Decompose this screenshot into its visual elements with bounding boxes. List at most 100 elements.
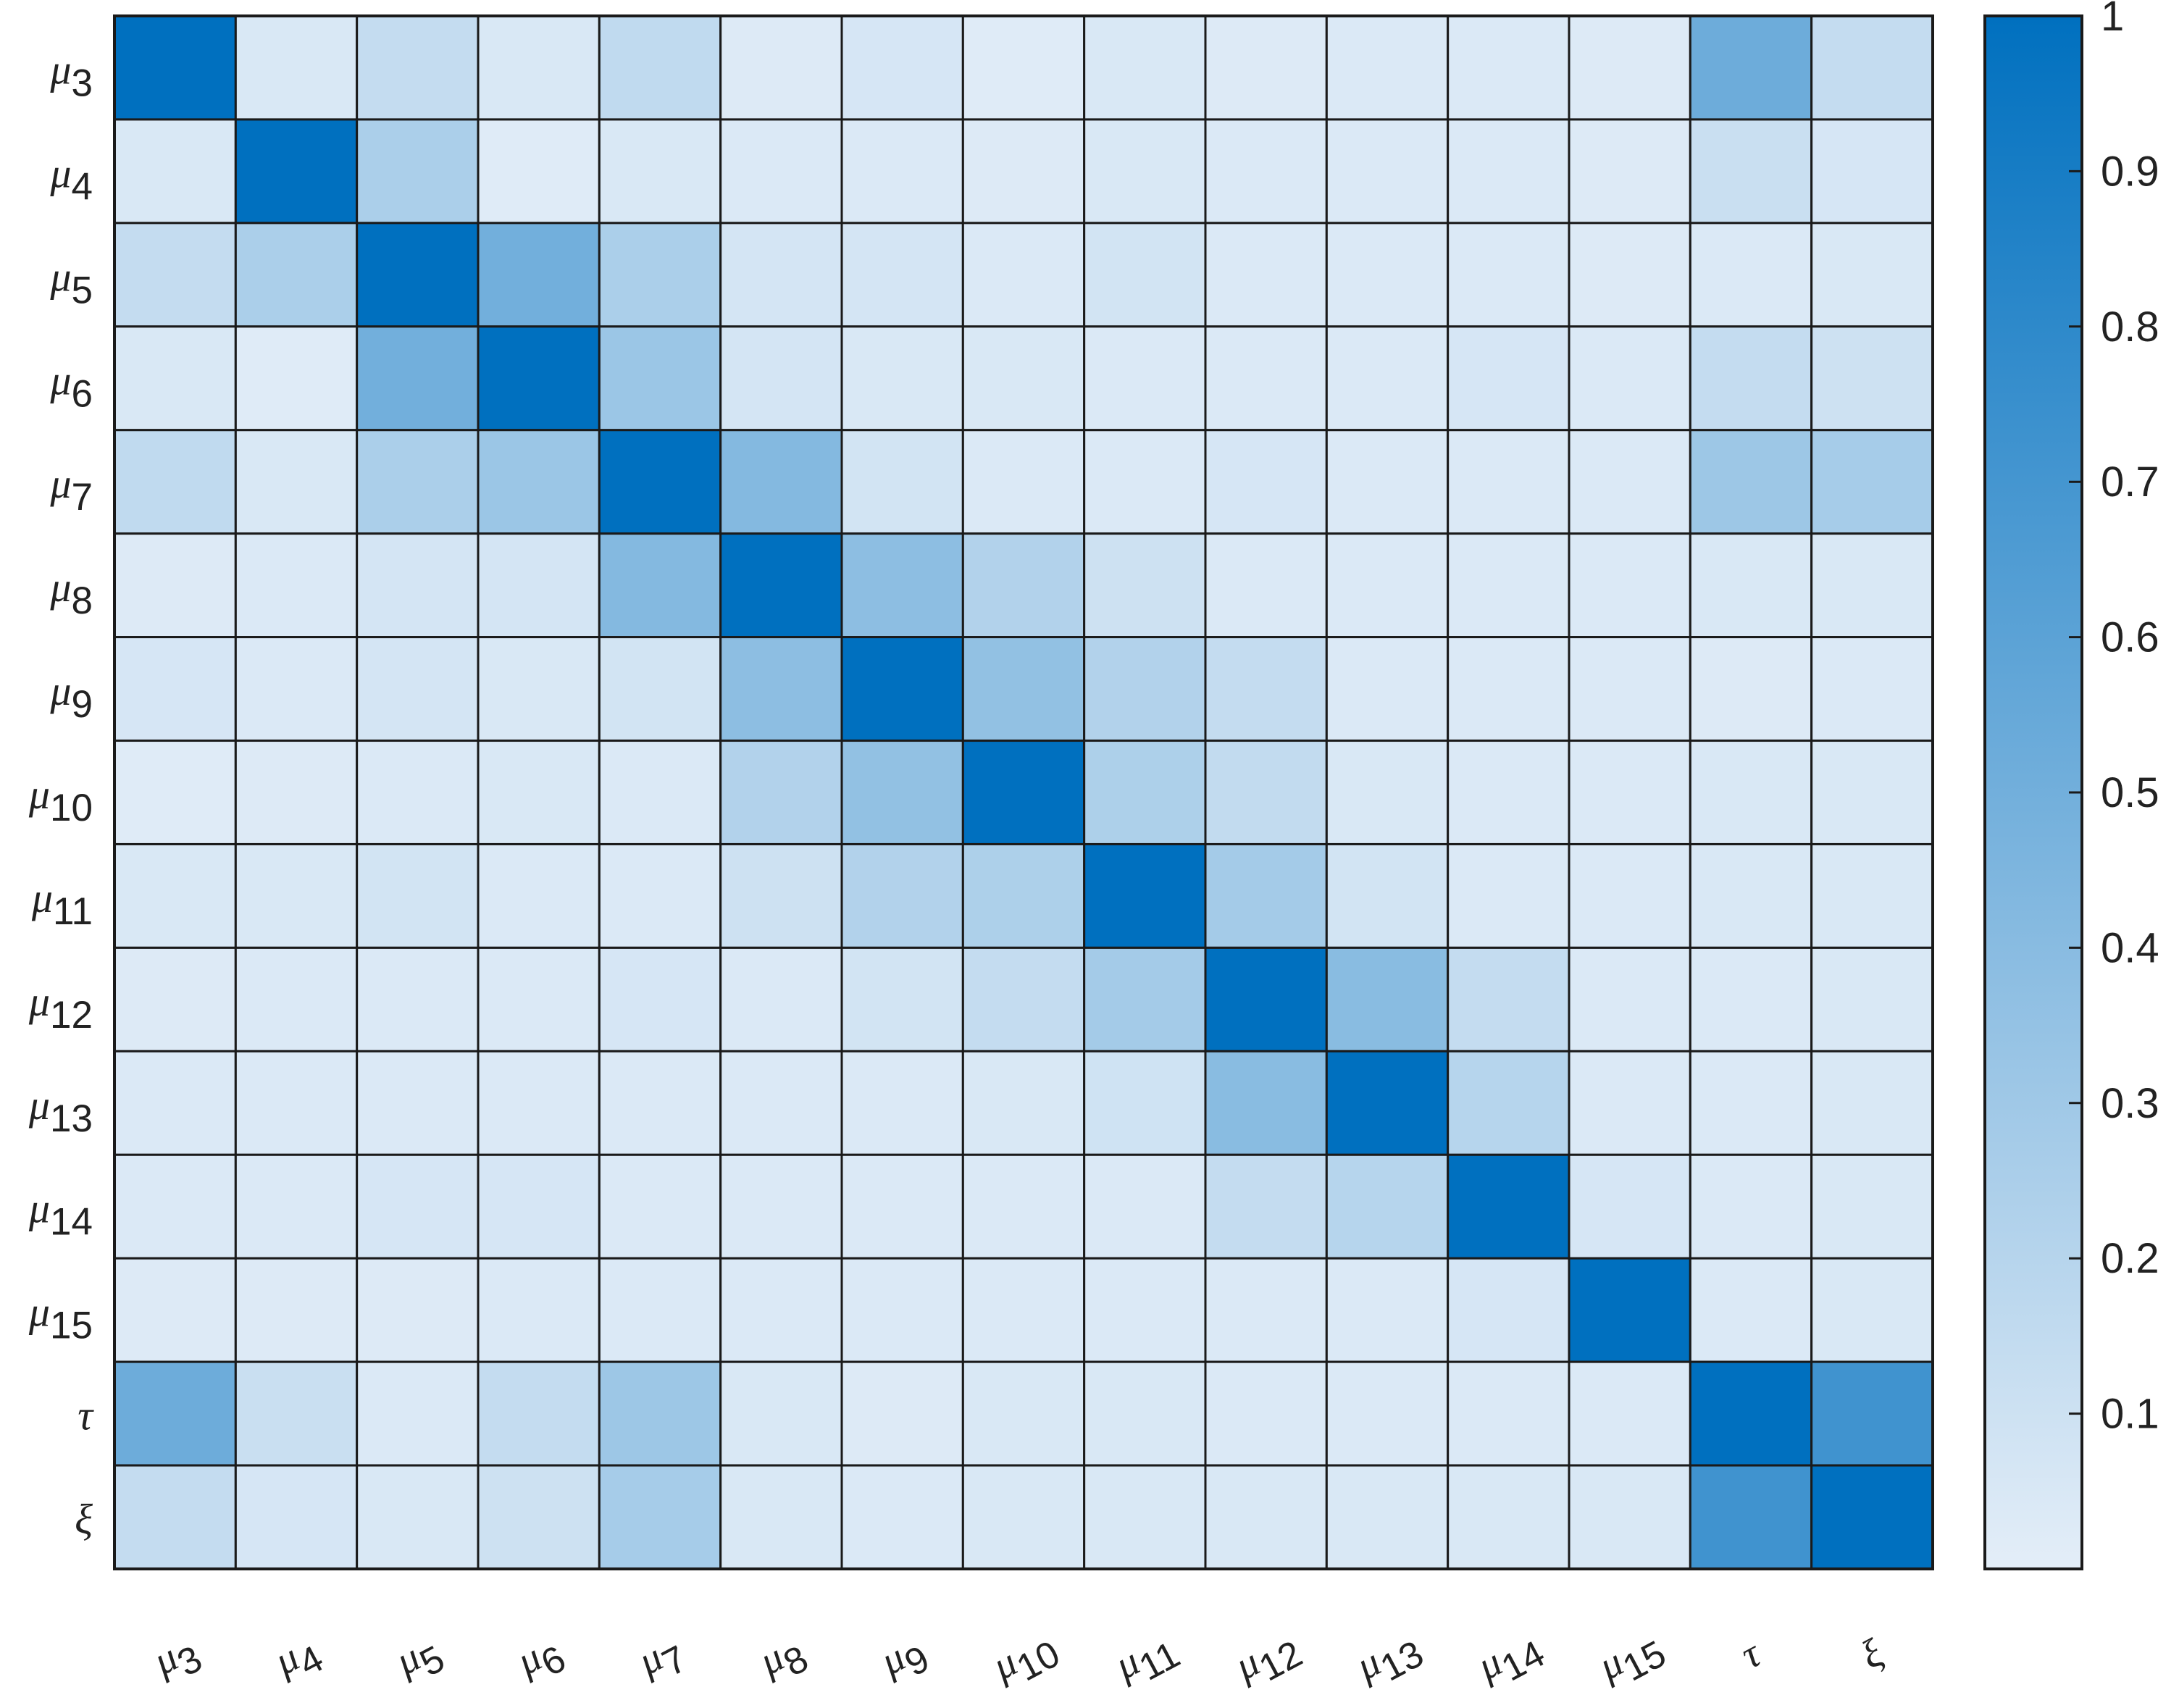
heatmap-cell (840, 1464, 964, 1570)
heatmap-cell (113, 429, 237, 535)
heatmap-cell (1204, 1050, 1328, 1156)
x-tick-text: μ14 (1470, 1620, 1552, 1699)
heatmap-cell (1204, 1153, 1328, 1260)
x-tick-label: μ12 (1227, 1633, 1309, 1689)
heatmap-cell (1568, 1464, 1691, 1570)
heatmap-cell (1447, 14, 1571, 121)
heatmap-cell (1810, 222, 1934, 328)
heatmap-cell (1568, 1153, 1691, 1260)
heatmap-cell (1689, 325, 1813, 432)
y-tick-text: μ3 (49, 46, 93, 104)
heatmap-cell (477, 222, 601, 328)
heatmap-cell (1568, 1257, 1691, 1363)
colorbar-tick: 0.6 (2069, 614, 2159, 661)
heatmap-cell (840, 14, 964, 121)
y-tick-label: μ12 (28, 978, 93, 1037)
heatmap-cell (1083, 325, 1207, 432)
heatmap-cell (598, 1464, 722, 1570)
heatmap-cell (1083, 14, 1207, 121)
heatmap-cell (840, 1050, 964, 1156)
heatmap-cell (1325, 532, 1450, 639)
heatmap-cell (1568, 118, 1691, 225)
heatmap-cell (840, 740, 964, 845)
heatmap-cell (356, 1360, 480, 1467)
heatmap-cell (840, 118, 964, 225)
heatmap-cell (719, 14, 843, 121)
heatmap-cell (1083, 532, 1207, 639)
y-tick-text: μ10 (28, 771, 93, 829)
heatmap-cell (1810, 118, 1934, 225)
heatmap-cell (840, 1153, 964, 1260)
heatmap-cell (1689, 14, 1813, 121)
heatmap-cell (477, 842, 601, 949)
heatmap-cell (1204, 222, 1328, 328)
x-tick-label: μ6 (509, 1635, 573, 1685)
heatmap-cell (1083, 740, 1207, 845)
heatmap-cell (1083, 1464, 1207, 1570)
heatmap-cell (1325, 1050, 1450, 1156)
y-tick-label: μ14 (28, 1185, 93, 1244)
heatmap-cell (719, 842, 843, 949)
heatmap-cell (1204, 1464, 1328, 1570)
heatmap-cell (598, 532, 722, 639)
y-tick-label: μ13 (28, 1081, 93, 1140)
heatmap-cell (1204, 118, 1328, 225)
heatmap-cell (1447, 532, 1571, 639)
x-tick-text: μ7 (630, 1625, 694, 1694)
heatmap-cell (1204, 1257, 1328, 1363)
heatmap-cell (234, 532, 359, 639)
x-tick-text: μ5 (388, 1625, 451, 1694)
heatmap-cell (1689, 1257, 1813, 1363)
colorbar-tick-label: 0.7 (2101, 459, 2159, 506)
heatmap-cell (477, 740, 601, 845)
heatmap-cell (1204, 946, 1328, 1052)
heatmap-cell (1810, 14, 1934, 121)
heatmap-cell (1325, 1360, 1450, 1467)
heatmap-cell (356, 842, 480, 949)
heatmap-cell (719, 946, 843, 1052)
heatmap-cell (1447, 1153, 1571, 1260)
heatmap-cell (356, 14, 480, 121)
heatmap-cell (1204, 1360, 1328, 1467)
heatmap-cell (356, 946, 480, 1052)
heatmap-cell (1810, 740, 1934, 845)
heatmap-cell (598, 1360, 722, 1467)
heatmap-cell (719, 118, 843, 225)
heatmap-cell (598, 740, 722, 845)
x-tick-label: μ10 (984, 1633, 1066, 1689)
heatmap-cell (840, 636, 964, 742)
heatmap-cell (1325, 222, 1450, 328)
heatmap-cell (1083, 1153, 1207, 1260)
y-axis-tick-labels: μ3 μ4 μ5 μ6 μ7 μ8 μ9 μ10 μ11 μ12 μ13 μ14 μ15 τ ξ (28, 46, 94, 1542)
heatmap-cell (1325, 14, 1450, 121)
heatmap-cell (477, 1257, 601, 1363)
x-tick-label: μ9 (873, 1635, 937, 1685)
heatmap-cell (234, 118, 359, 225)
x-tick-label: τ (1733, 1630, 1769, 1678)
x-tick-label: μ8 (751, 1635, 815, 1685)
heatmap-cell (1204, 14, 1328, 121)
y-tick-text: μ9 (49, 667, 93, 726)
heatmap-cell (598, 1257, 722, 1363)
heatmap-cell (719, 1257, 843, 1363)
heatmap-cell (1568, 222, 1691, 328)
heatmap-cell (1325, 946, 1450, 1052)
heatmap-cell (234, 429, 359, 535)
heatmap-cell (840, 325, 964, 432)
heatmap-cell (113, 946, 237, 1052)
x-tick-text: μ13 (1348, 1620, 1430, 1699)
heatmap-cell (1568, 14, 1691, 121)
colorbar-tick: 1 (2069, 0, 2124, 40)
heatmap-cell (598, 946, 722, 1052)
heatmap-cell (840, 429, 964, 535)
heatmap-cell (113, 1153, 237, 1260)
heatmap-cell (1325, 429, 1450, 535)
heatmap-cell (1689, 740, 1813, 845)
y-tick-label: μ6 (49, 356, 93, 415)
y-tick-text: μ7 (49, 460, 93, 519)
heatmap-cell (1204, 842, 1328, 949)
heatmap-cell (477, 532, 601, 639)
heatmap-cell (1810, 1153, 1934, 1260)
heatmap-cell (1689, 222, 1813, 328)
